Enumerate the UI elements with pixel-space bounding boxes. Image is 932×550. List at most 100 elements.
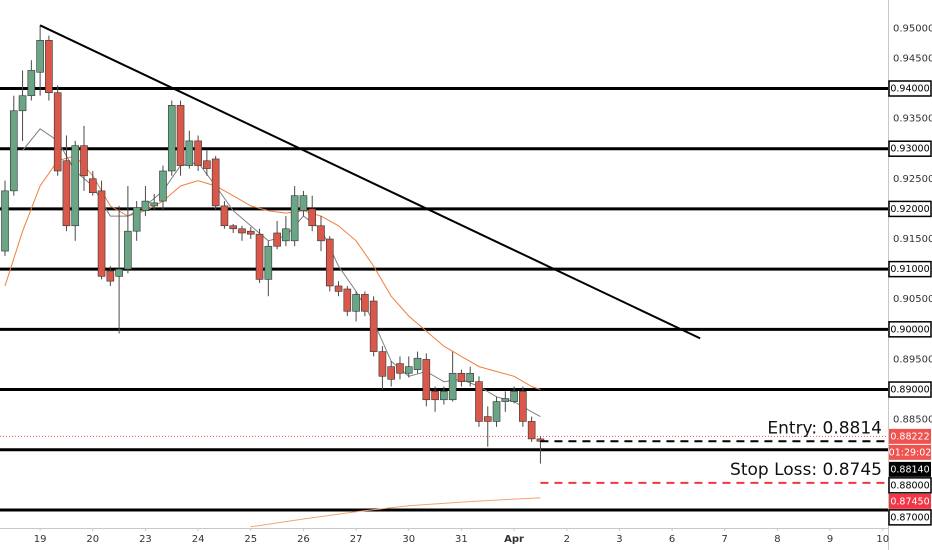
candle-body — [45, 40, 53, 94]
candle-body — [404, 366, 413, 374]
candle-body — [431, 391, 439, 401]
candle-body — [334, 285, 343, 292]
candle-body — [71, 145, 80, 227]
candle-body — [264, 245, 273, 280]
candle-body — [510, 391, 518, 402]
candle-body — [325, 238, 334, 287]
price-tag-box — [888, 80, 932, 97]
candle-body — [457, 372, 466, 383]
y-tick-label: 0.89500 — [893, 354, 932, 365]
candle-body — [27, 70, 36, 97]
price-tag-label: 0.93000 — [890, 144, 929, 155]
x-tick-label: 20 — [86, 534, 99, 545]
candle-body — [211, 158, 220, 207]
x-tick-label: 24 — [192, 534, 205, 545]
candle-body — [97, 190, 106, 277]
candle-body — [440, 391, 448, 401]
x-tick-label: 26 — [297, 534, 310, 545]
candle-body — [115, 268, 123, 277]
trendline — [39, 24, 701, 340]
price-tag-label: 0.90000 — [890, 324, 929, 335]
y-tick-label: 0.92500 — [893, 174, 932, 185]
y-tick-label: 0.90500 — [893, 294, 932, 305]
x-tick-label: 7 — [722, 534, 728, 545]
price-tag-box — [888, 200, 932, 218]
candle-body — [238, 228, 246, 234]
price-tag: 0.89000 — [888, 381, 932, 398]
price-tag-label: 0.91000 — [890, 264, 929, 275]
candle-body — [229, 225, 238, 230]
candle-body — [176, 105, 185, 166]
price-tag-box — [888, 477, 932, 494]
price-tag-label: 0.87450 — [890, 496, 929, 507]
candle-body — [132, 207, 141, 232]
candle-body — [62, 160, 71, 227]
candle-body — [255, 233, 264, 280]
candle-body — [124, 230, 132, 270]
candle-body — [185, 140, 194, 166]
candle-body — [18, 95, 27, 112]
price-tag-box — [888, 260, 932, 278]
x-tick-label: 31 — [455, 534, 468, 545]
moving-average — [250, 497, 541, 528]
candle-body — [36, 40, 44, 73]
candle-body — [53, 92, 62, 172]
candle-body — [448, 372, 457, 401]
candle-body — [361, 294, 369, 312]
candle-body — [475, 381, 483, 422]
price-tag: 0.88140 — [889, 461, 931, 477]
candle-body — [159, 170, 167, 202]
candle-body — [317, 225, 325, 242]
candle-body — [422, 359, 431, 401]
price-tag-box — [889, 444, 931, 460]
price-tag-box — [889, 493, 931, 509]
y-tick-label: 0.91500 — [893, 234, 932, 245]
candle-body — [343, 288, 352, 312]
x-tick-label: Apr — [504, 534, 524, 545]
price-tag: 0.94000 — [888, 80, 932, 97]
price-tag: 0.87450 — [889, 493, 931, 509]
y-tick-label: 0.95000 — [893, 23, 932, 34]
y-tick-label: 0.88500 — [893, 415, 932, 426]
candle-body — [308, 208, 317, 227]
candle-body — [141, 200, 150, 212]
price-tag-label: 0.94000 — [890, 84, 929, 95]
x-tick-label: 10 — [876, 534, 889, 545]
axes: 19 20 23 24 25 26 27 30 31 Apr 2 3 6 7 8 9 100.950000.94… — [34, 23, 932, 545]
candle-body — [299, 195, 308, 212]
candle-body — [167, 105, 176, 172]
candle-body — [413, 357, 422, 370]
candle-body — [378, 351, 387, 377]
candle-body — [519, 391, 527, 422]
price-tag-box — [888, 381, 932, 398]
x-tick-label: 3 — [616, 534, 622, 545]
candle-body — [492, 401, 501, 422]
price-tag-label: 0.87000 — [890, 512, 929, 523]
price-tag: 0.92000 — [888, 200, 932, 218]
price-tag-label: 01:29:02 — [889, 447, 932, 458]
y-tick-label: 0.94500 — [893, 53, 932, 64]
price-tag-label: 0.88222 — [890, 431, 929, 442]
price-tag: 0.90000 — [888, 321, 932, 338]
candle-body — [273, 232, 281, 247]
candle-body — [527, 421, 536, 440]
candle-body — [88, 178, 97, 193]
x-tick-label: 6 — [669, 534, 675, 545]
candle-body — [290, 195, 299, 242]
candle-body — [282, 228, 290, 242]
price-tag-box — [889, 428, 931, 444]
price-tag: 0.93000 — [888, 140, 932, 157]
price-tag: 0.88000 — [888, 477, 932, 494]
x-tick-label: 2 — [564, 534, 570, 545]
price-tag-box — [888, 509, 932, 526]
price-tag-box — [888, 140, 932, 157]
x-tick-label: 25 — [244, 534, 257, 545]
price-tag-label: 0.88000 — [890, 480, 929, 491]
candle-body — [387, 366, 396, 380]
candle-body — [369, 300, 378, 352]
candle-body — [194, 140, 202, 166]
candle-body — [220, 205, 229, 227]
candle-body — [352, 294, 360, 312]
price-tag-box — [889, 461, 931, 477]
